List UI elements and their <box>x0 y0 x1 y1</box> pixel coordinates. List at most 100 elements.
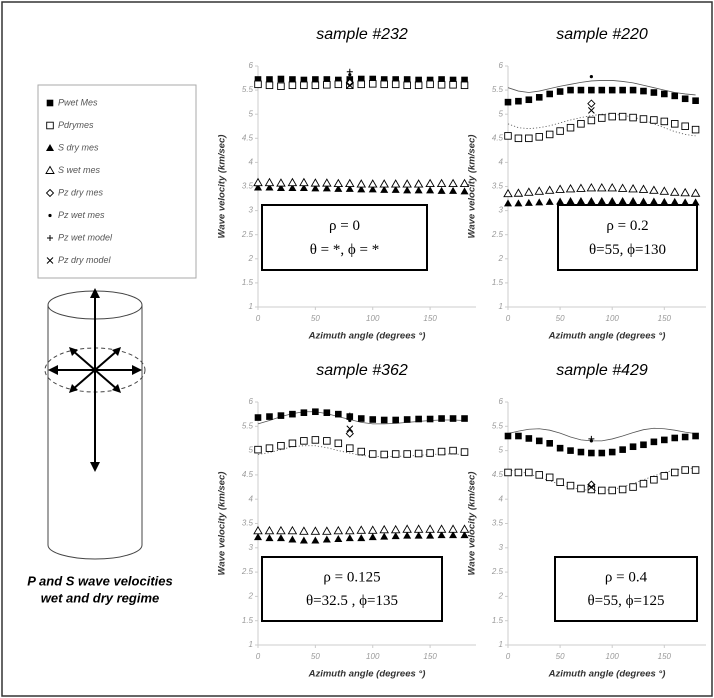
data-point <box>588 100 595 107</box>
data-point <box>450 447 457 454</box>
x-tick-label: 100 <box>366 652 380 661</box>
data-point <box>415 82 422 89</box>
data-point <box>671 121 678 128</box>
x-tick-label: 100 <box>606 314 620 323</box>
data-point <box>651 117 658 124</box>
x-axis-label: Azimuth angle (degrees °) <box>308 331 426 342</box>
y-tick-label: 2.5 <box>241 567 254 576</box>
data-point <box>619 87 626 94</box>
x-tick-label: 150 <box>423 314 437 323</box>
annotation: θ = *, ϕ = * <box>310 242 380 258</box>
data-point <box>358 81 365 88</box>
caption: P and S wave velocities <box>27 573 172 588</box>
annotation: θ=55, ϕ=130 <box>589 242 666 258</box>
y-tick-label: 1.5 <box>492 278 504 287</box>
data-point <box>278 412 285 419</box>
x-axis-label: Azimuth angle (degrees °) <box>548 669 666 680</box>
data-point <box>335 411 342 418</box>
data-point <box>526 135 533 142</box>
data-point <box>392 526 400 533</box>
data-point <box>671 198 679 205</box>
annotation: ρ = 0 <box>329 218 360 234</box>
data-point <box>265 534 273 541</box>
data-point <box>255 414 262 421</box>
y-tick-label: 6 <box>499 397 504 406</box>
data-point <box>515 433 522 440</box>
data-point <box>682 95 689 102</box>
data-point <box>650 186 658 193</box>
y-tick-label: 1 <box>249 302 253 311</box>
data-point <box>609 449 616 456</box>
data-point <box>277 534 285 541</box>
x-tick-label: 50 <box>556 314 565 323</box>
data-point <box>526 435 533 442</box>
data-point <box>449 180 457 187</box>
data-point <box>588 117 595 124</box>
data-point <box>660 198 668 205</box>
annotation: θ=55, ϕ=125 <box>588 593 665 609</box>
data-point <box>639 197 647 204</box>
data-point <box>289 440 296 447</box>
y-tick-label: 4.5 <box>492 470 504 479</box>
y-tick-label: 2 <box>248 592 254 601</box>
chart-title: sample #232 <box>316 26 408 43</box>
data-point <box>288 527 296 534</box>
data-point <box>536 94 543 101</box>
data-point <box>380 180 388 187</box>
data-point <box>438 180 446 187</box>
y-tick-label: 5 <box>499 109 504 118</box>
data-point <box>692 126 699 133</box>
data-point <box>514 199 522 206</box>
data-point <box>578 87 585 94</box>
y-tick-label: 6 <box>249 397 254 406</box>
y-tick-label: 4.5 <box>492 133 504 142</box>
data-point <box>438 187 446 194</box>
data-point <box>526 96 533 103</box>
data-point <box>404 416 411 423</box>
y-tick-label: 3.5 <box>242 182 254 191</box>
y-tick-label: 4.5 <box>242 470 254 479</box>
data-point <box>546 131 553 138</box>
data-point <box>629 185 637 192</box>
y-tick-label: 1.5 <box>242 616 254 625</box>
data-point <box>536 472 543 479</box>
data-point <box>461 415 468 422</box>
data-point <box>347 69 353 75</box>
data-point <box>415 450 422 457</box>
data-point <box>324 438 331 445</box>
legend-label: S wet mes <box>58 165 101 175</box>
legend-label: Pz wet mes <box>58 210 105 220</box>
y-axis-label: Wave velocity (km/sec) <box>467 135 478 239</box>
data-point <box>504 190 512 197</box>
y-tick-label: 4 <box>499 158 504 167</box>
data-point <box>505 133 512 140</box>
data-point <box>619 446 626 453</box>
data-point <box>450 415 457 422</box>
data-point <box>301 438 308 445</box>
y-tick-label: 3.5 <box>242 519 254 528</box>
data-point <box>682 467 689 474</box>
legend-label: Pz wet model <box>58 232 113 242</box>
data-point <box>369 526 377 533</box>
data-point <box>661 473 668 480</box>
data-point <box>546 198 554 205</box>
data-point <box>567 447 574 454</box>
data-point <box>334 527 342 534</box>
chart-title: sample #362 <box>316 362 408 379</box>
figure: P and S wave velocities wet and dry regi… <box>0 0 714 698</box>
data-point <box>546 440 553 447</box>
data-point <box>278 83 285 90</box>
data-point <box>536 438 543 445</box>
data-point <box>449 525 457 532</box>
data-point <box>681 189 689 196</box>
annotation: ρ = 0.4 <box>605 570 648 586</box>
data-point <box>598 184 606 191</box>
x-tick-label: 0 <box>506 652 511 661</box>
data-point <box>346 445 353 452</box>
data-point <box>288 536 296 543</box>
data-point <box>438 415 445 422</box>
data-point <box>380 533 388 540</box>
y-tick-label: 5.5 <box>492 85 504 94</box>
y-tick-label: 1.5 <box>242 278 254 287</box>
data-point <box>426 186 434 193</box>
